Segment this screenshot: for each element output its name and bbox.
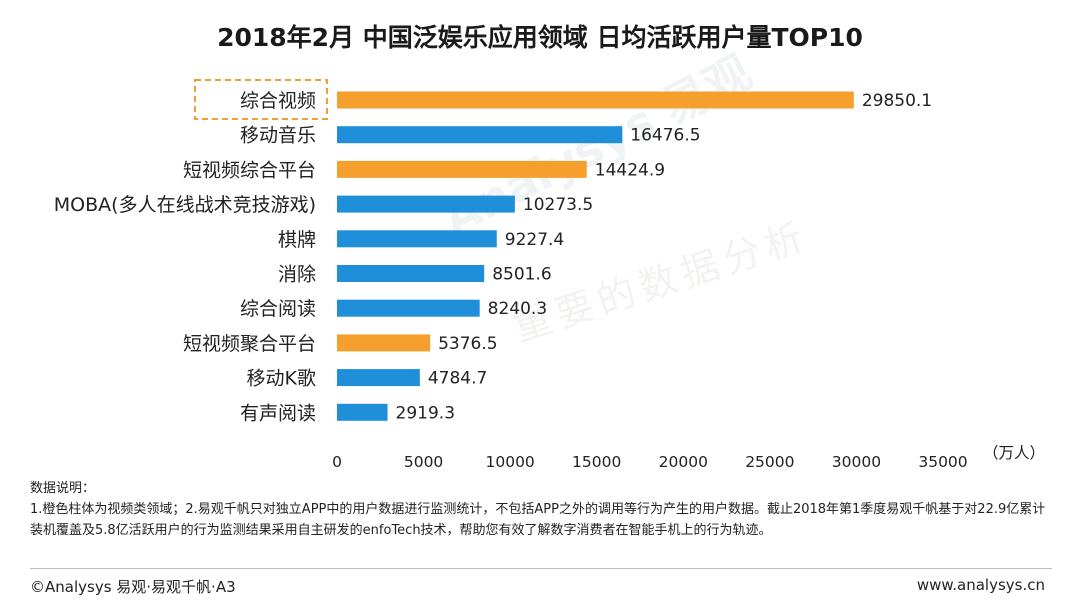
value-label: 16476.5: [630, 126, 700, 146]
value-label: 29850.1: [862, 91, 932, 111]
footer-website[interactable]: www.analysys.cn: [916, 576, 1045, 594]
category-label: 综合阅读: [240, 298, 316, 320]
category-label: 综合视频: [240, 90, 316, 112]
category-label: 有声阅读: [240, 402, 316, 424]
notes-body: 1.橙色柱体为视频类领域；2.易观千帆只对独立APP中的用户数据进行监测统计，不…: [30, 502, 1046, 538]
x-tick-label: 0: [332, 453, 342, 471]
bar: [337, 334, 431, 352]
highlight-box: [194, 79, 328, 120]
bar: [337, 265, 485, 282]
footer-divider: [30, 568, 1052, 569]
x-tick-label: 35000: [918, 453, 967, 471]
value-label: 5376.5: [438, 334, 497, 354]
x-tick-label: 20000: [659, 453, 708, 471]
value-label: 9227.4: [505, 230, 564, 250]
x-axis-unit: （万人）: [983, 444, 1045, 462]
category-label: 消除: [278, 264, 316, 286]
category-label: 移动K歌: [247, 368, 316, 390]
bar: [337, 126, 623, 144]
bar: [337, 160, 587, 178]
x-tick-label: 5000: [404, 453, 443, 471]
value-label: 8501.6: [492, 265, 551, 285]
category-label: 短视频聚合平台: [183, 333, 316, 355]
category-label: MOBA(多人在线战术竞技游戏): [54, 194, 316, 216]
bar: [337, 195, 515, 213]
bar: [337, 230, 497, 248]
value-label: 14424.9: [595, 160, 665, 180]
value-label: 8240.3: [488, 299, 547, 319]
bar: [337, 369, 420, 387]
bar-chart: 综合视频 29850.1 移动音乐 16476.5 短视频综合平台 14424.9 MOBA…: [54, 79, 1045, 471]
category-label: 短视频综合平台: [183, 159, 316, 181]
bar: [337, 91, 854, 109]
x-tick-label: 10000: [485, 453, 534, 471]
category-label: 棋牌: [278, 229, 316, 251]
bar: [337, 299, 480, 317]
x-tick-label: 15000: [572, 453, 621, 471]
bar: [337, 403, 388, 421]
x-tick-label: 25000: [745, 453, 794, 471]
x-tick-label: 30000: [832, 453, 881, 471]
chart-title: 2018年2月 中国泛娱乐应用领域 日均活跃用户量TOP10: [217, 23, 863, 52]
value-label: 2919.3: [396, 403, 455, 423]
data-notes: 数据说明： 1.橙色柱体为视频类领域；2.易观千帆只对独立APP中的用户数据进行…: [30, 478, 1055, 541]
notes-heading: 数据说明：: [30, 481, 96, 496]
value-label: 10273.5: [523, 195, 593, 215]
value-label: 4784.7: [428, 369, 487, 389]
category-label: 移动音乐: [240, 125, 316, 147]
footer-copyright: ©Analysys 易观·易观千帆·A3: [30, 578, 236, 596]
